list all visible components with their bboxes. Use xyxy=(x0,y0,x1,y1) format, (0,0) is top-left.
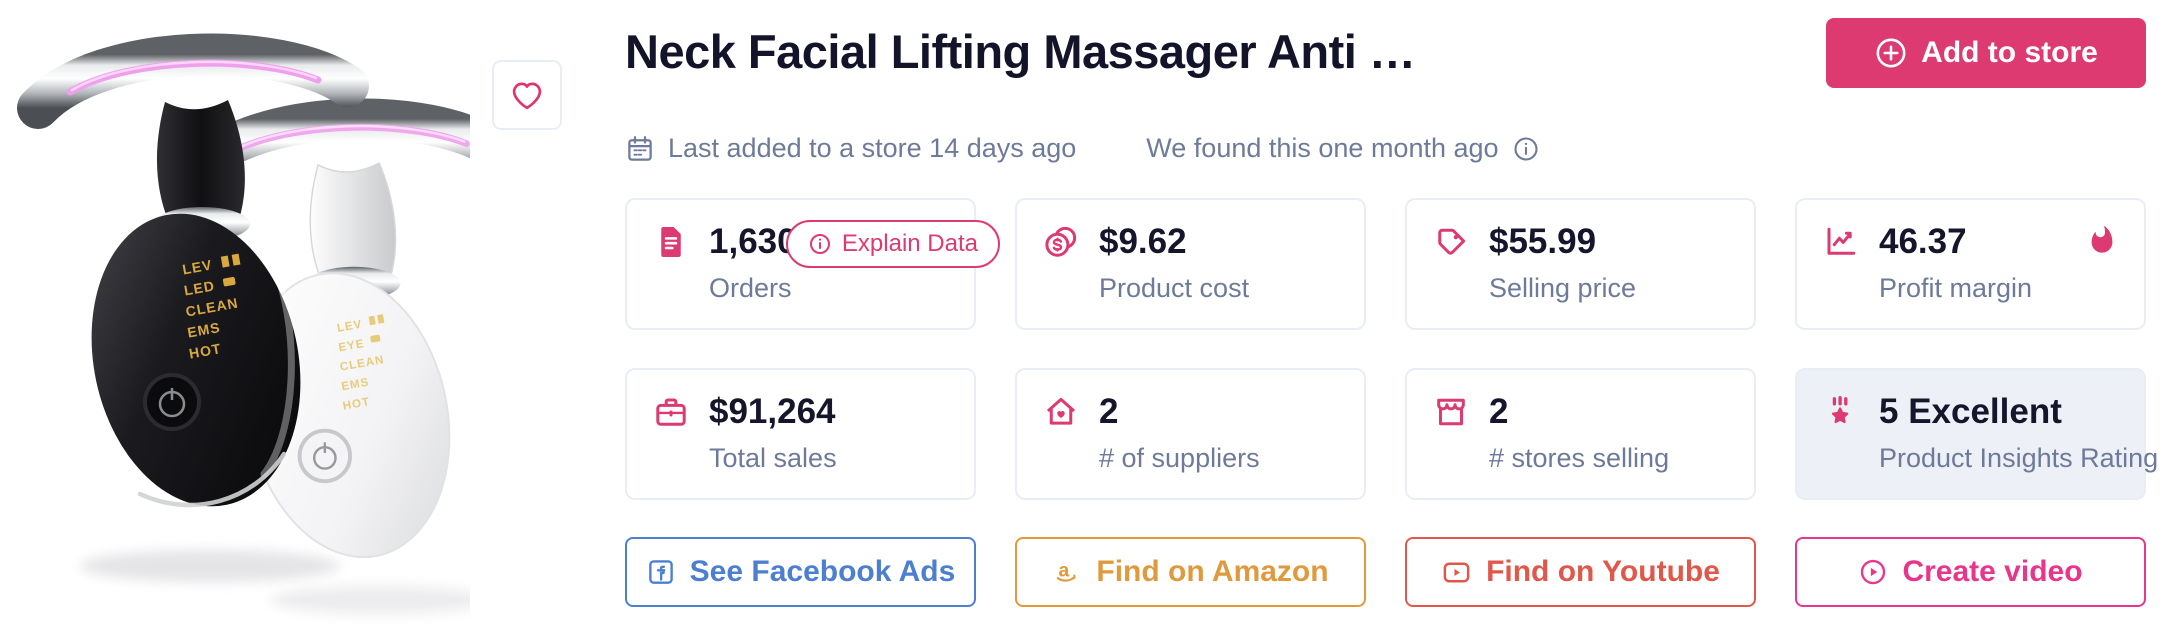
last-added-text: Last added to a store 14 days ago xyxy=(668,133,1077,163)
youtube-icon xyxy=(1441,557,1472,588)
neck-massager-illustration: LEV EYE CLEAN EMS HOT xyxy=(17,33,516,614)
device-label: HOT xyxy=(342,395,371,413)
find-on-youtube-button[interactable]: Find on Youtube xyxy=(1405,537,1756,607)
svg-text:a: a xyxy=(1059,559,1070,581)
last-added-info: Last added to a store 14 days ago xyxy=(625,133,1076,164)
facebook-icon xyxy=(646,557,676,587)
explain-data-label: Explain Data xyxy=(841,230,978,257)
actions-row: See Facebook Ads a Find on Amazon xyxy=(625,537,2146,607)
shadow xyxy=(80,550,340,582)
stats-grid: 1,630 Orders Explain Data xyxy=(625,198,2159,500)
info-icon[interactable] xyxy=(1512,135,1540,163)
stat-value: $55.99 xyxy=(1489,222,1597,261)
stat-label: Selling price xyxy=(1489,273,1637,303)
stat-value: $91,264 xyxy=(709,392,836,431)
stat-card-total-sales: $91,264 Total sales xyxy=(625,368,976,500)
stat-card-stores-selling: 2 # stores selling xyxy=(1405,368,1756,500)
found-text: We found this one month ago xyxy=(1146,133,1499,163)
insights-icon xyxy=(1823,394,1859,430)
stat-value: 1,630 xyxy=(709,222,797,261)
stat-value: 2 xyxy=(1099,392,1119,431)
play-circle-icon xyxy=(1858,557,1888,587)
document-icon xyxy=(653,224,689,260)
stat-card-product-cost: $9.62 Product cost xyxy=(1015,198,1366,330)
action-label: Create video xyxy=(1902,555,2083,588)
briefcase-icon xyxy=(653,394,689,430)
device-label: EYE xyxy=(337,337,365,354)
found-info: We found this one month ago xyxy=(1146,133,1539,164)
stat-card-selling-price: $55.99 Selling price xyxy=(1405,198,1756,330)
favorite-button[interactable] xyxy=(492,60,562,130)
storefront-icon xyxy=(1433,394,1469,430)
add-to-store-label: Add to store xyxy=(1921,36,2098,69)
price-tag-icon xyxy=(1433,224,1469,260)
white-massager: LEV EYE CLEAN EMS HOT xyxy=(174,98,516,559)
stat-card-profit-margin: 46.37 Profit margin xyxy=(1795,198,2146,330)
device-label: HOT xyxy=(188,340,223,361)
see-facebook-ads-button[interactable]: See Facebook Ads xyxy=(625,537,976,607)
meta-row: Last added to a store 14 days ago We fou… xyxy=(625,133,1540,164)
house-heart-icon xyxy=(1043,394,1079,430)
black-massager: LEV LED CLEAN EMS HOT xyxy=(17,33,369,508)
action-label: Find on Youtube xyxy=(1486,555,1720,588)
stat-label: Total sales xyxy=(709,443,837,473)
power-button xyxy=(297,428,353,484)
product-image: LEV EYE CLEAN EMS HOT xyxy=(0,0,516,636)
explain-data-button[interactable]: Explain Data xyxy=(785,220,1000,268)
stat-value: 5 Excellent xyxy=(1879,392,2062,431)
find-on-amazon-button[interactable]: a Find on Amazon xyxy=(1015,537,1366,607)
action-label: Find on Amazon xyxy=(1096,555,1329,588)
shadow xyxy=(270,586,490,614)
stat-label: Product cost xyxy=(1099,273,1250,303)
power-button xyxy=(143,373,201,431)
device-label: EMS xyxy=(186,319,222,341)
product-title: Neck Facial Lifting Massager Anti … xyxy=(625,25,1416,78)
product-details: Neck Facial Lifting Massager Anti … Add … xyxy=(625,0,2159,636)
stat-card-orders: 1,630 Orders Explain Data xyxy=(625,198,1000,330)
stat-label: Profit margin xyxy=(1879,273,2033,303)
stat-label: # stores selling xyxy=(1489,443,1670,473)
line-chart-icon xyxy=(1823,224,1859,260)
stat-value: 46.37 xyxy=(1879,222,1967,261)
flame-icon xyxy=(2086,224,2118,256)
plus-circle-icon xyxy=(1874,36,1908,70)
create-video-button[interactable]: Create video xyxy=(1795,537,2146,607)
stat-label: Orders xyxy=(709,273,792,303)
amazon-icon: a xyxy=(1052,557,1082,587)
heart-icon xyxy=(509,77,545,113)
coins-icon xyxy=(1043,224,1079,260)
title-row: Neck Facial Lifting Massager Anti … Add … xyxy=(625,18,2146,88)
stat-value: $9.62 xyxy=(1099,222,1187,261)
stat-value: 2 xyxy=(1489,392,1509,431)
device-label: LED xyxy=(183,277,216,298)
device-label: LEV xyxy=(336,318,363,335)
stat-label: # of suppliers xyxy=(1099,443,1260,473)
stat-card-insights-rating: 5 Excellent Product Insights Rating xyxy=(1795,368,2159,500)
info-icon xyxy=(808,232,832,256)
stat-label: Product Insights Rating xyxy=(1879,443,2159,473)
stat-card-suppliers: 2 # of suppliers xyxy=(1015,368,1366,500)
calendar-icon xyxy=(625,134,655,164)
device-label: LEV xyxy=(181,256,214,277)
action-label: See Facebook Ads xyxy=(689,555,956,588)
device-label: EMS xyxy=(340,376,370,394)
add-to-store-button[interactable]: Add to store xyxy=(1826,18,2146,88)
